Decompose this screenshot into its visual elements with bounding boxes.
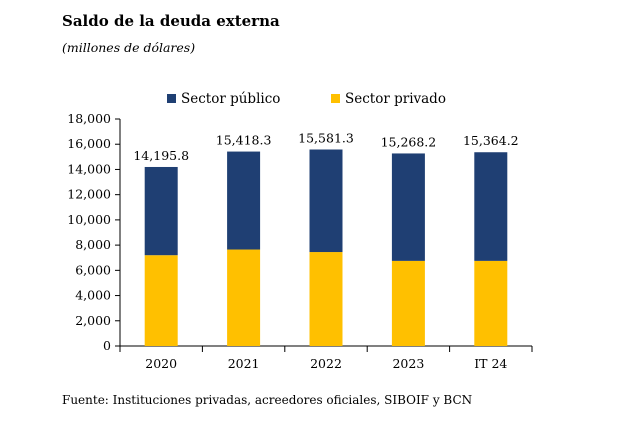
bar-sector-privado [227, 249, 261, 346]
y-tick-label: 2,000 [75, 313, 111, 328]
legend-swatch-publico [167, 94, 176, 103]
chart-title: Saldo de la deuda externa [62, 12, 280, 30]
bar-sector-publico [309, 149, 343, 253]
bar-sector-publico [474, 152, 508, 261]
total-data-label: 15,418.3 [216, 133, 272, 148]
legend-swatch-privado [331, 94, 340, 103]
y-tick-label: 16,000 [67, 136, 111, 151]
bar-sector-publico [144, 166, 178, 256]
x-category-label: 2023 [392, 356, 424, 371]
y-tick-label: 4,000 [75, 288, 111, 303]
bar-sector-privado [144, 255, 178, 346]
bar-sector-privado [391, 260, 425, 346]
y-tick-label: 10,000 [67, 212, 111, 227]
bar-sector-privado [474, 260, 508, 346]
bar-sector-publico [227, 151, 261, 250]
bar-sector-privado [309, 252, 343, 346]
x-category-label: 2020 [145, 356, 177, 371]
legend-label-publico: Sector público [181, 91, 280, 107]
x-category-label: 2022 [310, 356, 342, 371]
total-data-label: 15,364.2 [463, 133, 519, 148]
bar-sector-publico [391, 153, 425, 261]
y-tick-label: 14,000 [67, 161, 111, 176]
x-category-label: IT 24 [474, 356, 507, 371]
y-tick-label: 8,000 [75, 237, 111, 252]
total-data-label: 14,195.8 [133, 148, 189, 163]
total-data-label: 15,581.3 [298, 131, 354, 146]
total-data-label: 15,268.2 [381, 134, 437, 149]
x-category-label: 2021 [228, 356, 260, 371]
y-tick-label: 12,000 [67, 187, 111, 202]
legend-label-privado: Sector privado [345, 91, 446, 107]
y-tick-label: 18,000 [67, 111, 111, 126]
y-tick-label: 0 [103, 338, 111, 353]
y-tick-label: 6,000 [75, 262, 111, 277]
source-note: Fuente: Instituciones privadas, acreedor… [62, 393, 473, 407]
chart-subtitle: (millones de dólares) [62, 40, 196, 55]
